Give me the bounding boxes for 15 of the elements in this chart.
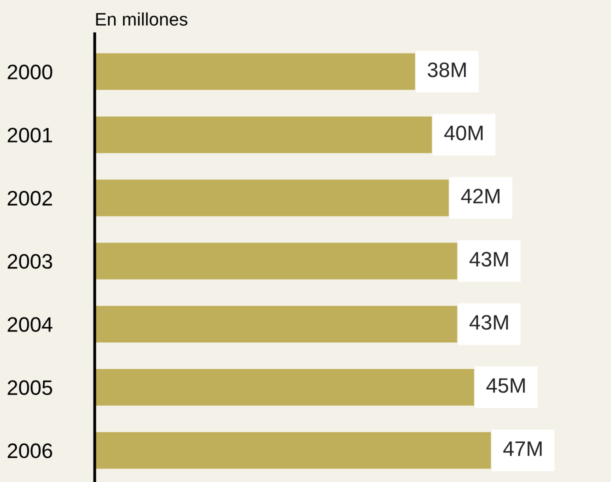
data-label: 43M [470, 315, 508, 330]
data-label: 43M [470, 252, 508, 267]
data-label: 47M [503, 441, 542, 456]
y-tick-label: 2004 [8, 317, 52, 332]
y-tick-label: 2002 [8, 190, 52, 206]
y-tick-label: 2003 [8, 254, 52, 269]
y-tick-label: 2000 [8, 64, 52, 80]
data-label: 40M [444, 126, 483, 140]
y-tick-label: 2005 [8, 380, 52, 396]
y-tick-label: 2006 [8, 443, 52, 458]
y-tick-label: 2001 [8, 128, 52, 143]
chart-subtitle: En millones [96, 12, 188, 26]
data-label: 42M [461, 188, 500, 204]
data-label: 38M [428, 62, 466, 78]
data-label: 45M [486, 378, 525, 393]
